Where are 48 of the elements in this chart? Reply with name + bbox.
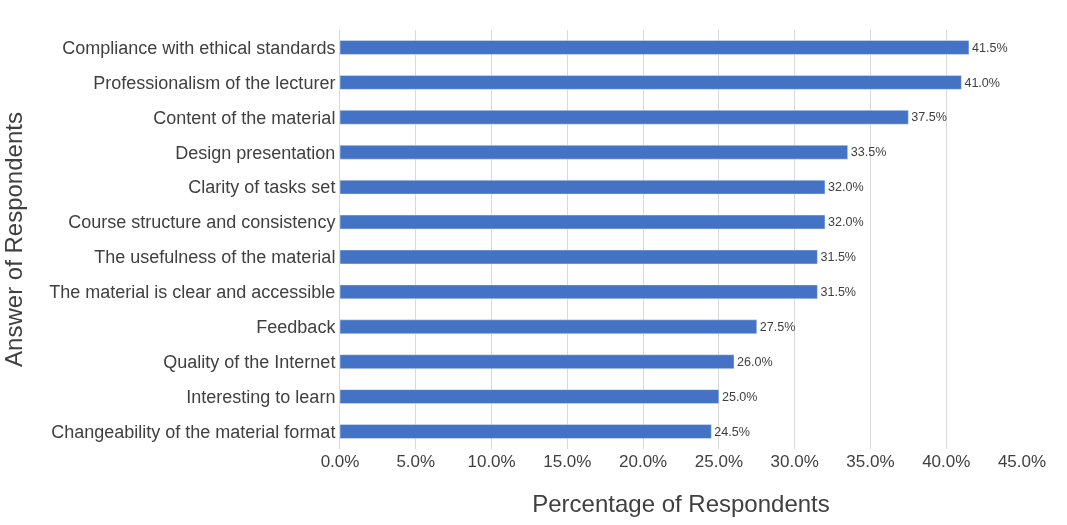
data-label: 33.5%	[850, 145, 887, 160]
data-label: 37.5%	[911, 110, 947, 125]
bar	[340, 214, 826, 230]
x-tick-label: 10.0%	[467, 452, 516, 471]
bar	[340, 319, 758, 335]
data-label: 31.5%	[820, 285, 857, 300]
x-tick-label: 15.0%	[543, 452, 592, 471]
data-label: 26.0%	[737, 354, 773, 369]
bar	[340, 110, 909, 125]
data-label: 41.0%	[964, 75, 1001, 90]
y-tick-label: Feedback	[256, 317, 337, 338]
x-tick-label: 25.0%	[694, 452, 743, 471]
y-axis-title: Answer of Respondents	[0, 112, 27, 367]
x-tick-label: 35.0%	[846, 452, 895, 471]
y-tick-label: Professionalism of the lecturer	[93, 72, 336, 93]
data-label: 32.0%	[828, 180, 864, 195]
bar	[340, 179, 826, 195]
y-tick-label: The usefulness of the material	[94, 247, 336, 268]
data-label: 24.5%	[714, 424, 750, 439]
data-label: 41.5%	[971, 40, 1008, 55]
x-tick-label: 40.0%	[922, 452, 971, 471]
x-tick-label: 30.0%	[770, 452, 819, 471]
data-label: 27.5%	[759, 319, 796, 334]
x-tick-label: 20.0%	[619, 452, 668, 471]
y-tick-label: Quality of the Internet	[163, 352, 336, 373]
y-tick-label: Content of the material	[153, 107, 336, 128]
bar	[340, 354, 735, 369]
data-label: 31.5%	[820, 250, 856, 265]
x-tick-label: 45.0%	[997, 452, 1047, 471]
x-tick-label: 0.0%	[320, 452, 360, 471]
data-label: 25.0%	[721, 389, 758, 404]
y-tick-label: Design presentation	[175, 142, 336, 163]
x-axis-title: Percentage of Respondents	[532, 490, 830, 518]
y-tick-label: Clarity of tasks set	[188, 177, 336, 198]
y-tick-label: Interesting to learn	[186, 386, 336, 407]
bar	[340, 424, 712, 439]
bar	[340, 249, 818, 265]
data-label: 32.0%	[828, 215, 864, 230]
y-tick-label: Changeability of the material format	[51, 421, 336, 442]
bar	[340, 389, 720, 404]
bar	[340, 75, 962, 90]
y-tick-label: Compliance with ethical standards	[62, 37, 336, 58]
y-tick-label: Course structure and consistency	[68, 212, 336, 233]
bar	[340, 40, 970, 55]
y-tick-label: The material is clear and accessible	[49, 282, 336, 303]
x-tick-label: 5.0%	[396, 452, 436, 471]
bar	[340, 144, 848, 160]
bar	[340, 284, 818, 300]
